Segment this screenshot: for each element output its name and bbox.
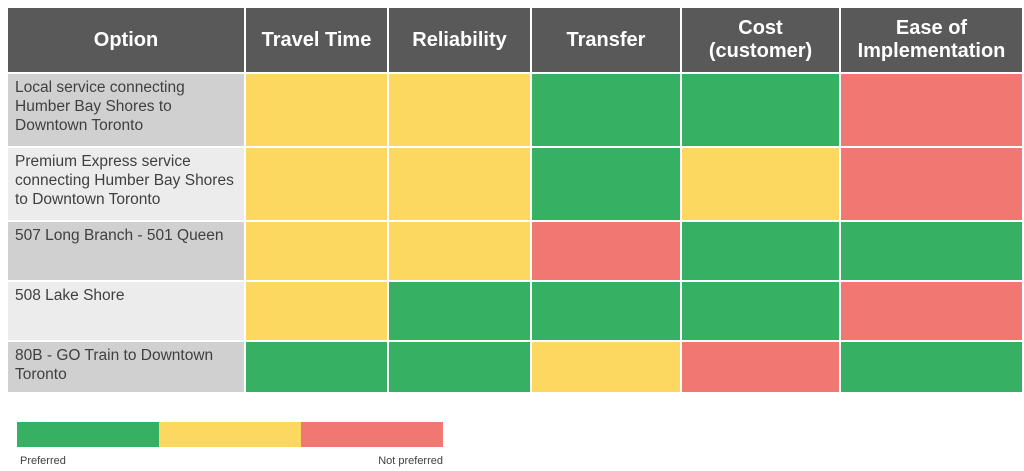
rating-cell — [389, 282, 530, 340]
rating-cell — [246, 222, 387, 280]
option-label: Premium Express service connecting Humbe… — [8, 148, 244, 220]
table-row: 80B - GO Train to Downtown Toronto — [8, 342, 1022, 392]
rating-cell — [389, 74, 530, 146]
table-row: Premium Express service connecting Humbe… — [8, 148, 1022, 220]
legend-swatch-neutral — [159, 422, 301, 447]
rating-cell — [246, 282, 387, 340]
column-header-cost: Cost (customer) — [682, 8, 839, 72]
rating-cell — [841, 282, 1022, 340]
rating-cell — [682, 148, 839, 220]
rating-cell — [532, 342, 680, 392]
evaluation-matrix: Option Travel Time Reliability Transfer … — [6, 6, 1024, 394]
column-header-ease: Ease of Implementation — [841, 8, 1022, 72]
rating-cell — [389, 342, 530, 392]
rating-cell — [841, 74, 1022, 146]
legend-bar — [17, 422, 443, 447]
rating-cell — [246, 342, 387, 392]
option-label: 507 Long Branch - 501 Queen — [8, 222, 244, 280]
option-label: 508 Lake Shore — [8, 282, 244, 340]
rating-cell — [389, 148, 530, 220]
legend-label-preferred: Preferred — [20, 455, 66, 467]
rating-cell — [682, 342, 839, 392]
table-row: 508 Lake Shore — [8, 282, 1022, 340]
option-label: Local service connecting Humber Bay Shor… — [8, 74, 244, 146]
legend-swatch-preferred — [17, 422, 159, 447]
table-row: 507 Long Branch - 501 Queen — [8, 222, 1022, 280]
rating-cell — [841, 148, 1022, 220]
header-row: Option Travel Time Reliability Transfer … — [8, 8, 1022, 72]
rating-cell — [246, 74, 387, 146]
legend-swatch-not-preferred — [301, 422, 443, 447]
rating-cell — [389, 222, 530, 280]
column-header-option: Option — [8, 8, 244, 72]
rating-cell — [841, 222, 1022, 280]
table-row: Local service connecting Humber Bay Shor… — [8, 74, 1022, 146]
rating-cell — [532, 222, 680, 280]
rating-cell — [532, 74, 680, 146]
rating-cell — [532, 282, 680, 340]
rating-cell — [682, 222, 839, 280]
rating-cell — [841, 342, 1022, 392]
rating-cell — [682, 282, 839, 340]
rating-cell — [682, 74, 839, 146]
column-header-reliability: Reliability — [389, 8, 530, 72]
option-label: 80B - GO Train to Downtown Toronto — [8, 342, 244, 392]
rating-cell — [246, 148, 387, 220]
legend-label-not-preferred: Not preferred — [378, 455, 443, 467]
column-header-travel-time: Travel Time — [246, 8, 387, 72]
rating-cell — [532, 148, 680, 220]
column-header-transfer: Transfer — [532, 8, 680, 72]
